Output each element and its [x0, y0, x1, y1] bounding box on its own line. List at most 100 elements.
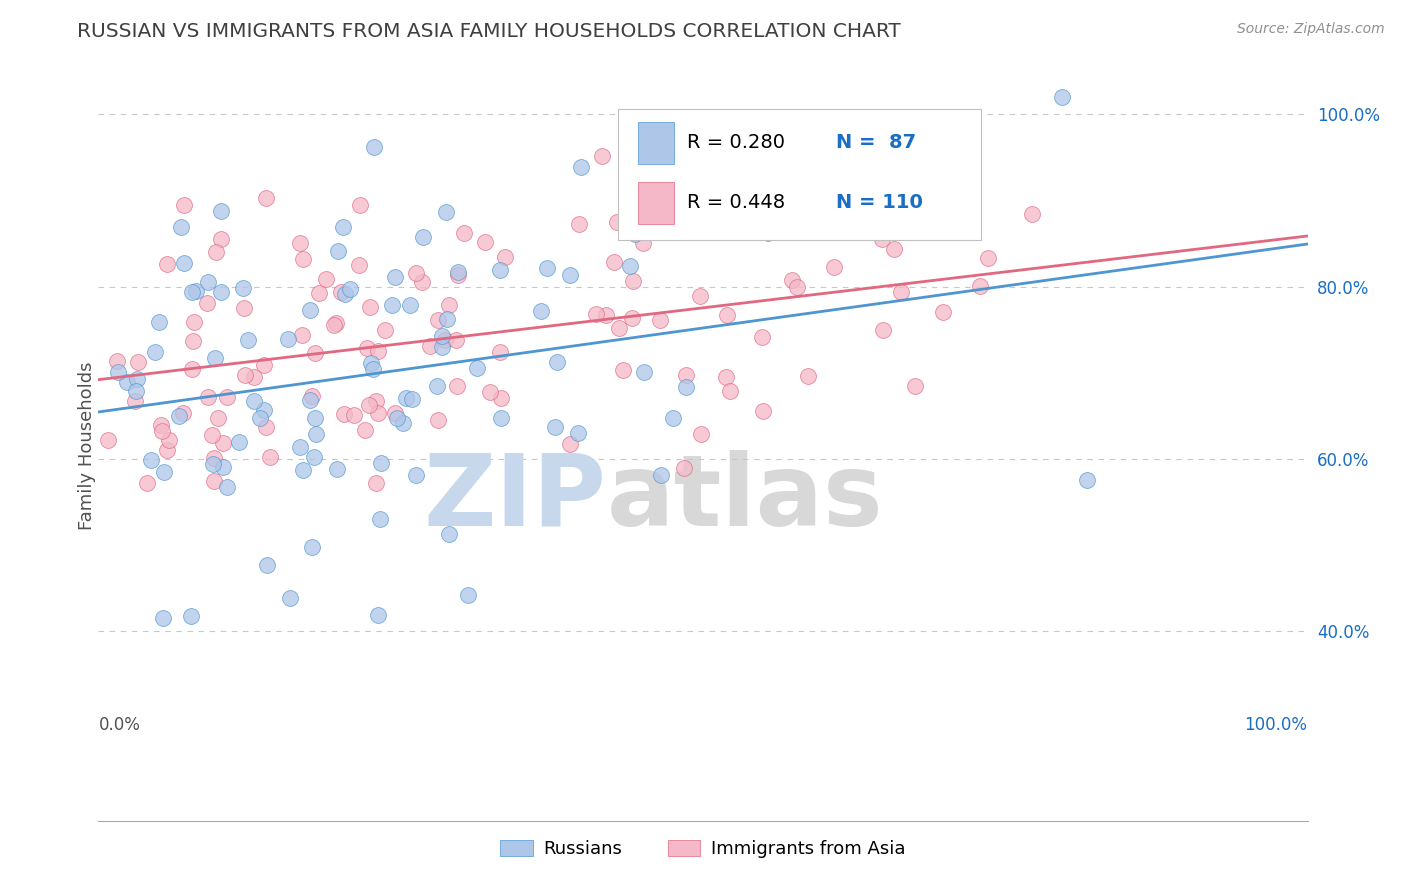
Point — [291, 252, 314, 266]
Point — [256, 558, 278, 572]
Point — [291, 328, 314, 343]
Point — [125, 372, 148, 386]
Point — [427, 313, 450, 327]
Point — [689, 426, 711, 441]
Point — [347, 258, 370, 272]
Point — [427, 413, 450, 427]
Point — [437, 298, 460, 312]
Point — [217, 390, 239, 404]
Point — [1076, 473, 1098, 487]
Point — [585, 308, 607, 322]
Point — [823, 260, 845, 274]
Point — [332, 220, 354, 235]
Point — [124, 394, 146, 409]
Point — [560, 268, 582, 282]
Point — [232, 281, 254, 295]
Point — [339, 282, 361, 296]
Point — [304, 410, 326, 425]
FancyBboxPatch shape — [619, 109, 981, 240]
Point — [716, 369, 738, 384]
Point — [367, 344, 389, 359]
Point — [299, 302, 322, 317]
Point — [253, 403, 276, 417]
Point — [357, 397, 380, 411]
Point — [567, 425, 589, 440]
Point — [782, 273, 804, 287]
Point — [148, 315, 170, 329]
Point — [370, 456, 392, 470]
Point — [172, 406, 194, 420]
Point — [426, 379, 449, 393]
Point — [529, 303, 551, 318]
Point — [373, 323, 395, 337]
Point — [623, 227, 645, 241]
Point — [673, 461, 696, 475]
Point — [489, 263, 512, 277]
Point — [368, 511, 391, 525]
Point — [619, 260, 641, 274]
Point — [156, 257, 179, 271]
Text: 0.0%: 0.0% — [98, 715, 141, 734]
Point — [150, 424, 173, 438]
Point — [209, 203, 232, 218]
Point — [718, 384, 741, 398]
Point — [394, 391, 416, 405]
Point — [391, 416, 413, 430]
Point — [183, 315, 205, 329]
Point — [595, 308, 617, 322]
Point — [249, 410, 271, 425]
Point — [253, 359, 276, 373]
Text: RUSSIAN VS IMMIGRANTS FROM ASIA FAMILY HOUSEHOLDS CORRELATION CHART: RUSSIAN VS IMMIGRANTS FROM ASIA FAMILY H… — [77, 22, 901, 41]
Point — [569, 160, 592, 174]
Point — [233, 368, 256, 383]
Point — [827, 221, 849, 235]
Point — [291, 463, 314, 477]
Point — [620, 310, 643, 325]
Point — [716, 308, 738, 322]
Point — [433, 333, 456, 347]
Point — [149, 418, 172, 433]
Point — [675, 380, 697, 394]
Point — [233, 301, 256, 315]
Point — [491, 411, 513, 425]
Point — [207, 411, 229, 425]
Point — [143, 344, 166, 359]
Point — [446, 265, 468, 279]
Point — [212, 435, 235, 450]
Point — [127, 355, 149, 369]
Point — [181, 362, 204, 376]
Point — [202, 450, 225, 465]
Point — [157, 433, 180, 447]
Point — [301, 389, 323, 403]
Point — [202, 457, 225, 471]
Point — [304, 346, 326, 360]
Point — [243, 394, 266, 409]
Point — [326, 244, 349, 258]
Point — [195, 296, 218, 310]
Point — [558, 437, 581, 451]
Point — [568, 218, 591, 232]
Point — [751, 330, 773, 344]
Point — [156, 443, 179, 458]
Point — [366, 476, 388, 491]
Point — [326, 461, 349, 475]
Point — [419, 339, 441, 353]
Point — [354, 423, 377, 437]
Point — [633, 366, 655, 380]
Point — [228, 435, 250, 450]
Point — [436, 312, 458, 326]
Text: R = 0.280: R = 0.280 — [688, 133, 786, 152]
Point — [591, 148, 613, 162]
Point — [305, 426, 328, 441]
Point — [105, 354, 128, 368]
Point — [932, 305, 955, 319]
Point — [259, 450, 281, 464]
Text: N =  87: N = 87 — [837, 133, 917, 152]
Point — [872, 323, 894, 337]
Text: atlas: atlas — [606, 450, 883, 547]
Text: ZIP: ZIP — [423, 450, 606, 547]
Point — [457, 588, 479, 602]
Point — [356, 341, 378, 355]
Point — [751, 180, 773, 194]
Point — [689, 289, 711, 303]
